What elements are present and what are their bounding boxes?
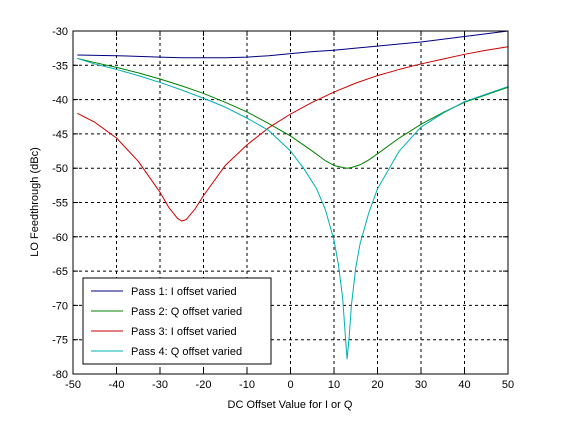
y-tick-label: -45 xyxy=(52,129,68,141)
y-tick-label: -70 xyxy=(52,300,68,312)
x-tick-label: 30 xyxy=(415,379,427,391)
series-line-pass-4 xyxy=(77,57,509,360)
x-tick-label: 20 xyxy=(371,379,383,391)
legend-label: Pass 3: I offset varied xyxy=(131,326,237,338)
x-tick-label: -50 xyxy=(65,379,81,391)
series-line-pass-2 xyxy=(77,57,509,169)
legend-label: Pass 1: I offset varied xyxy=(131,286,237,298)
y-tick-label: -75 xyxy=(52,335,68,347)
series-line-pass-1 xyxy=(77,30,509,59)
series-line-pass-3 xyxy=(77,46,509,222)
legend: Pass 1: I offset varied Pass 2: Q offset … xyxy=(82,277,272,365)
y-tick-label: -65 xyxy=(52,266,68,278)
y-tick-label: -50 xyxy=(52,163,68,175)
x-tick-label: 40 xyxy=(458,379,470,391)
legend-label: Pass 4: Q offset varied xyxy=(131,346,242,358)
x-tick-label: -10 xyxy=(239,379,255,391)
x-tick-label: -40 xyxy=(109,379,125,391)
x-tick-label: -30 xyxy=(152,379,168,391)
y-tick-label: -55 xyxy=(52,198,68,210)
y-tick-label: -35 xyxy=(52,60,68,72)
legend-box xyxy=(82,277,272,365)
x-tick-label: 50 xyxy=(502,379,514,391)
x-axis-title: DC Offset Value for I or Q xyxy=(228,399,353,411)
series-group xyxy=(77,30,509,360)
x-tick-label: 10 xyxy=(328,379,340,391)
x-tick-label: -20 xyxy=(196,379,212,391)
y-tick-label: -30 xyxy=(52,26,68,38)
ticks: -50 -40 -30 -20 -10 0 10 20 30 40 50 -30 -35 -40 -45 -5… xyxy=(52,26,514,391)
y-tick-label: -40 xyxy=(52,95,68,107)
legend-label: Pass 2: Q offset varied xyxy=(131,306,242,318)
y-tick-label: -60 xyxy=(52,232,68,244)
x-tick-label: 0 xyxy=(287,379,293,391)
y-axis-title: LO Feedthrough (dBc) xyxy=(29,147,41,256)
y-tick-label: -80 xyxy=(52,369,68,381)
